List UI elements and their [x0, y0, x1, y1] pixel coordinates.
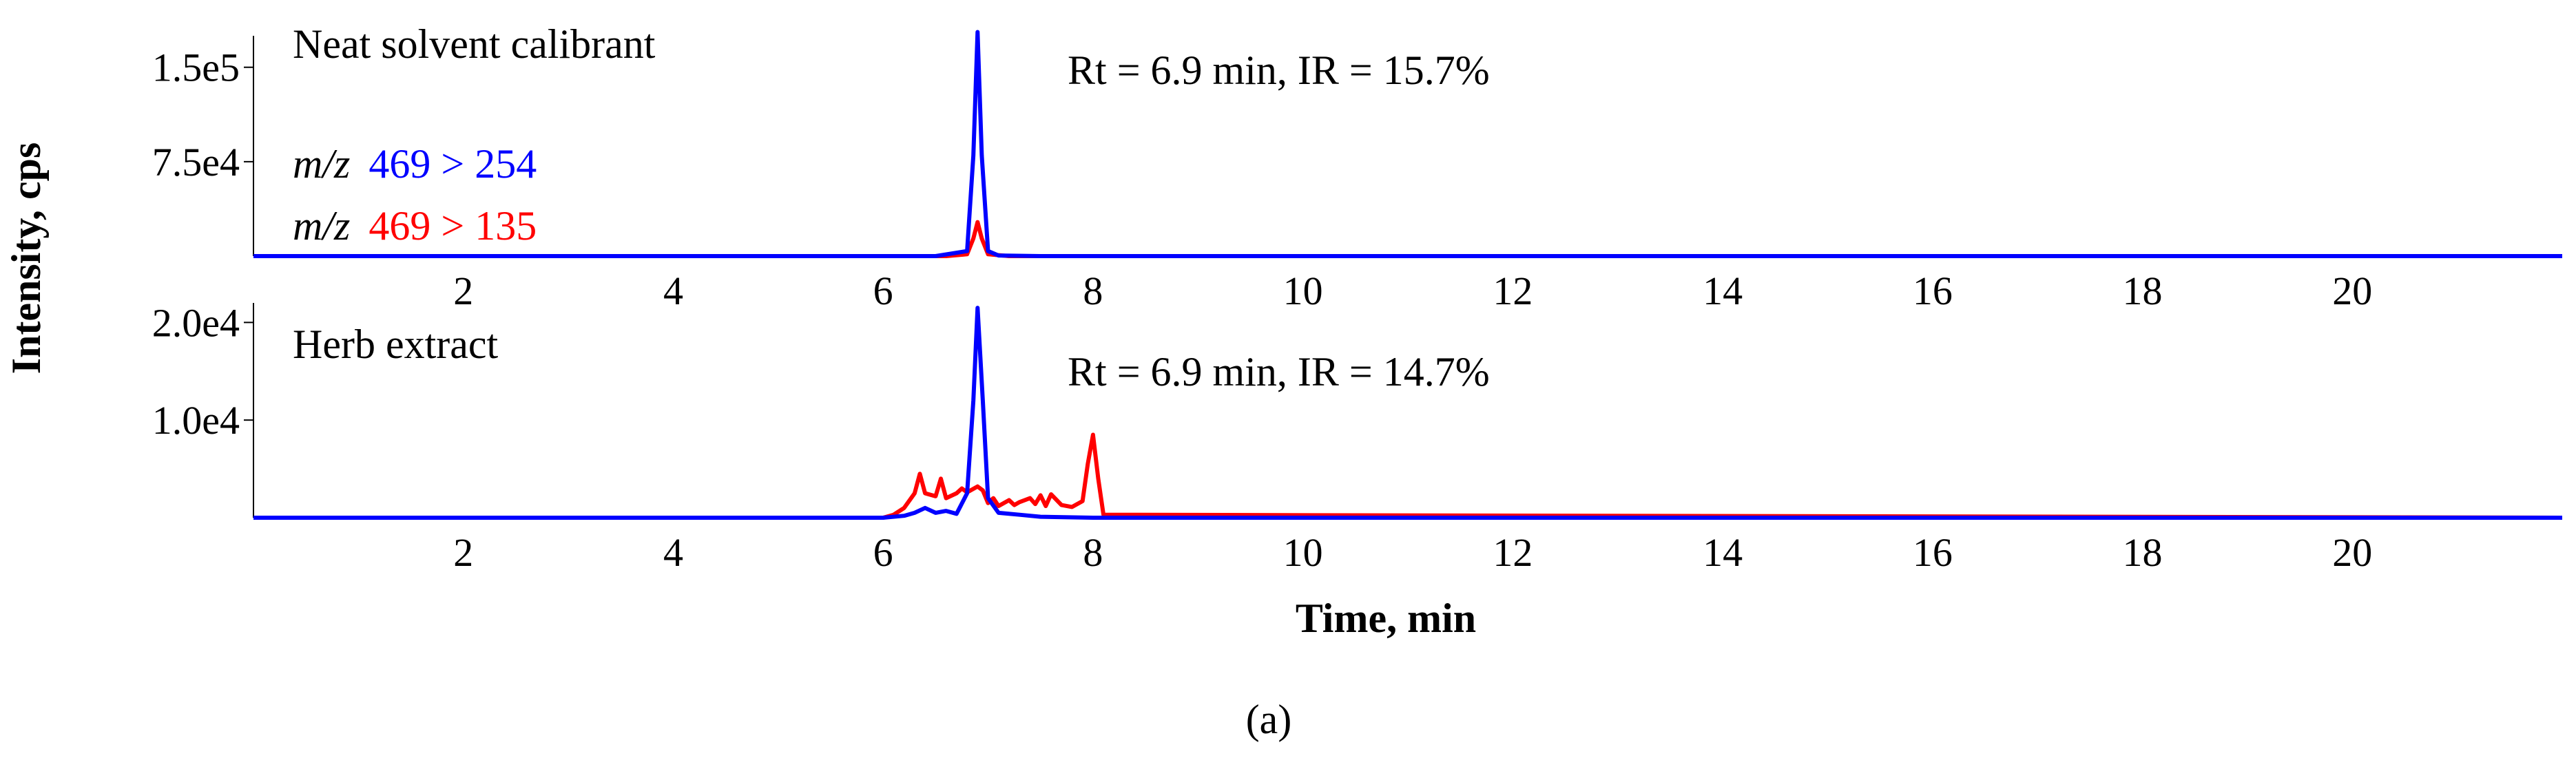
panel2-x-tick-label: 6 — [873, 530, 893, 575]
legend-red-entry: m/z 469 > 135 — [293, 203, 537, 249]
x-axis-label: Time, min — [1296, 596, 1476, 641]
panel1-x-tick-label: 4 — [663, 268, 683, 313]
legend-blue-transition: 469 > 254 — [368, 141, 537, 187]
panel1-x-tick-label: 12 — [1493, 268, 1533, 313]
legend-red-transition: 469 > 135 — [368, 203, 537, 249]
panel2-x-tick-label: 14 — [1703, 530, 1743, 575]
panel2-series-469-135 — [253, 432, 2563, 520]
panel2-annotation: Rt = 6.9 min, IR = 14.7% — [1068, 349, 1490, 394]
panel1-x-tick-label: 2 — [453, 268, 473, 313]
panel2-x-tick-label: 8 — [1083, 530, 1103, 575]
panel1-x-tick-label: 18 — [2123, 268, 2163, 313]
panel2-x-tick-label: 12 — [1493, 530, 1533, 575]
panel-label: (a) — [1246, 697, 1292, 742]
panel1-title: Neat solvent calibrant — [293, 21, 656, 67]
panel2-x-tick-label: 4 — [663, 530, 683, 575]
panel2-x-tick-label: 10 — [1283, 530, 1323, 575]
panel1-y-tick-label: 7.5e4 — [152, 140, 240, 185]
panel2-x-tick-label: 20 — [2332, 530, 2372, 575]
panel2-y-tick-label: 1.0e4 — [152, 398, 240, 443]
legend-red-mz: m/z — [293, 203, 350, 249]
panel1-annotation: Rt = 6.9 min, IR = 15.7% — [1068, 48, 1490, 93]
panel2-y-tick-label: 2.0e4 — [152, 300, 240, 345]
panel1-x-tick-label: 16 — [1913, 268, 1953, 313]
legend-blue-mz: m/z — [293, 141, 350, 187]
panel1-x-tick-label: 10 — [1283, 268, 1323, 313]
panel1-y-tick-label: 1.5e5 — [152, 45, 240, 90]
panel1-x-tick-label: 8 — [1083, 268, 1103, 313]
panel2-title: Herb extract — [293, 322, 498, 367]
y-axis-label: Intensity, cps — [3, 143, 49, 375]
panel1-x-tick-label: 14 — [1703, 268, 1743, 313]
panel2-x-tick-label: 18 — [2123, 530, 2163, 575]
panel1-x-tick-label: 20 — [2332, 268, 2372, 313]
panel2-series-469-254 — [253, 306, 2562, 520]
legend-blue-entry: m/z 469 > 254 — [293, 141, 537, 187]
panel1-series-469-135 — [253, 220, 2562, 258]
panel1-series-469-254 — [253, 30, 2562, 258]
panel2-x-tick-label: 2 — [453, 530, 473, 575]
plots-layer: 7.5e4 1.5e5 2 4 6 8 10 12 14 16 18 20 1.0e4 2.0e4 2 4 6 8… — [152, 30, 2563, 575]
panel2-x-tick-label: 16 — [1913, 530, 1953, 575]
panel1-x-tick-label: 6 — [873, 268, 893, 313]
